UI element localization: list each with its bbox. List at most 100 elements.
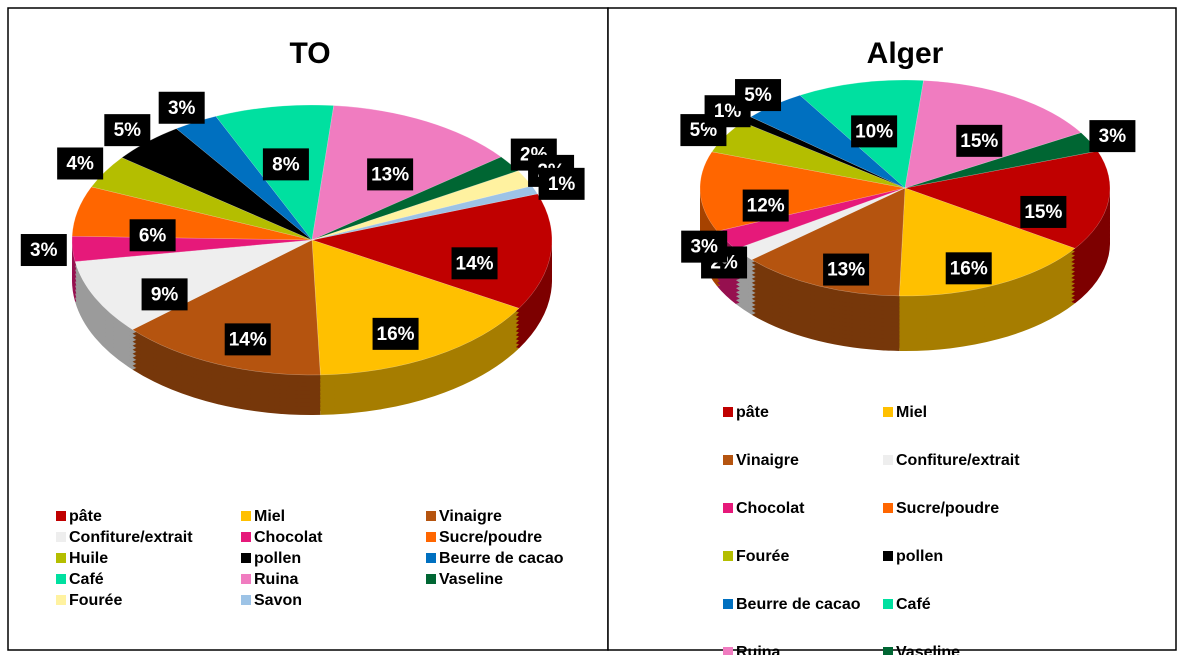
legend-swatch: [883, 455, 893, 465]
label-box: [20, 234, 67, 267]
legend-swatch: [426, 574, 436, 584]
data-label: 1%: [714, 101, 742, 122]
legend-swatch: [426, 511, 436, 521]
legend-label: Savon: [254, 592, 302, 609]
legend-label: Beurre de cacao: [439, 550, 564, 567]
data-label: 3%: [168, 98, 196, 119]
slice: [311, 239, 520, 376]
data-label: 3%: [1099, 126, 1127, 147]
chart-title: Alger: [867, 37, 944, 70]
legend-label: Miel: [896, 404, 927, 421]
legend-label: Sucre/poudre: [439, 529, 542, 546]
legend-swatch: [723, 455, 733, 465]
label-box: [367, 158, 414, 191]
legend-swatch: [883, 503, 893, 513]
label-box: [158, 91, 205, 124]
label-box: [104, 114, 151, 147]
chart-title: TO: [289, 37, 330, 70]
data-label: 14%: [229, 329, 267, 350]
legend-label: Huile: [69, 550, 108, 567]
legend-swatch: [56, 595, 66, 605]
legend-label: Confiture/extrait: [896, 452, 1020, 469]
data-label: 16%: [950, 258, 988, 279]
legend-swatch: [883, 407, 893, 417]
legend-swatch: [56, 532, 66, 542]
legend-label: Fourée: [736, 548, 789, 565]
data-label: 3%: [690, 237, 718, 258]
label-box: [372, 317, 419, 350]
slice: [132, 239, 321, 376]
legend-label: Vinaigre: [439, 508, 502, 525]
label-box: [742, 189, 789, 222]
legend-swatch: [241, 595, 251, 605]
legend-label: Miel: [254, 508, 285, 525]
label-box: [681, 230, 728, 263]
label-box: [851, 115, 898, 148]
legend-swatch: [241, 553, 251, 563]
legend-label: Ruina: [736, 644, 781, 655]
legend-swatch: [241, 511, 251, 521]
legend-label: Sucre/poudre: [896, 500, 999, 517]
legend-label: Beurre de cacao: [736, 596, 861, 613]
legend-swatch: [883, 647, 893, 657]
legend-label: Confiture/extrait: [69, 529, 193, 546]
data-label: 3%: [30, 240, 58, 261]
data-label: 6%: [139, 225, 167, 246]
label-box: [945, 252, 992, 285]
slice: [74, 239, 313, 330]
legend-label: Vaseline: [896, 644, 960, 655]
legend-label: Chocolat: [254, 529, 323, 546]
label-box: [538, 167, 585, 200]
slice: [311, 193, 553, 309]
legend-label: Vinaigre: [736, 452, 799, 469]
data-label: 10%: [855, 121, 893, 142]
legend-label: Café: [896, 596, 931, 613]
data-label: 12%: [747, 196, 785, 217]
legend-label: pâte: [736, 404, 769, 421]
legend-swatch: [883, 599, 893, 609]
label-box: [262, 148, 309, 181]
label-box: [224, 323, 271, 356]
slice: [311, 156, 519, 241]
data-label: 8%: [272, 154, 300, 175]
legend-label: pâte: [69, 508, 102, 525]
legend-swatch: [723, 647, 733, 657]
legend-swatch: [426, 553, 436, 563]
data-label: 15%: [960, 131, 998, 152]
data-label: 5%: [744, 85, 772, 106]
legend-label: Café: [69, 571, 104, 588]
legend-swatch: [56, 511, 66, 521]
slice: [90, 157, 313, 241]
data-label: 14%: [456, 253, 494, 274]
data-label: 16%: [377, 324, 415, 345]
label-box: [735, 79, 782, 112]
label-box: [823, 253, 870, 286]
legend-swatch: [426, 532, 436, 542]
legend-swatch: [723, 503, 733, 513]
label-box: [451, 247, 498, 280]
legend-swatch: [723, 551, 733, 561]
label-box: [956, 124, 1003, 157]
legend-label: Vaseline: [439, 571, 503, 588]
legend-label: Ruina: [254, 571, 299, 588]
legend-label: pollen: [896, 548, 943, 565]
data-label: 4%: [66, 154, 94, 175]
legend-swatch: [241, 532, 251, 542]
data-label: 15%: [1024, 202, 1062, 223]
slice: [899, 187, 1076, 297]
label-box: [1089, 120, 1136, 153]
legend-swatch: [56, 574, 66, 584]
legend-swatch: [241, 574, 251, 584]
label-box: [129, 219, 176, 252]
data-label: 13%: [827, 260, 865, 281]
legend-label: pollen: [254, 550, 301, 567]
data-label: 5%: [114, 120, 142, 141]
legend-swatch: [883, 551, 893, 561]
label-box: [57, 147, 104, 180]
legend-swatch: [723, 599, 733, 609]
legend-label: Chocolat: [736, 500, 805, 517]
legend-swatch: [56, 553, 66, 563]
data-label: 9%: [151, 284, 179, 305]
legend-label: Fourée: [69, 592, 122, 609]
